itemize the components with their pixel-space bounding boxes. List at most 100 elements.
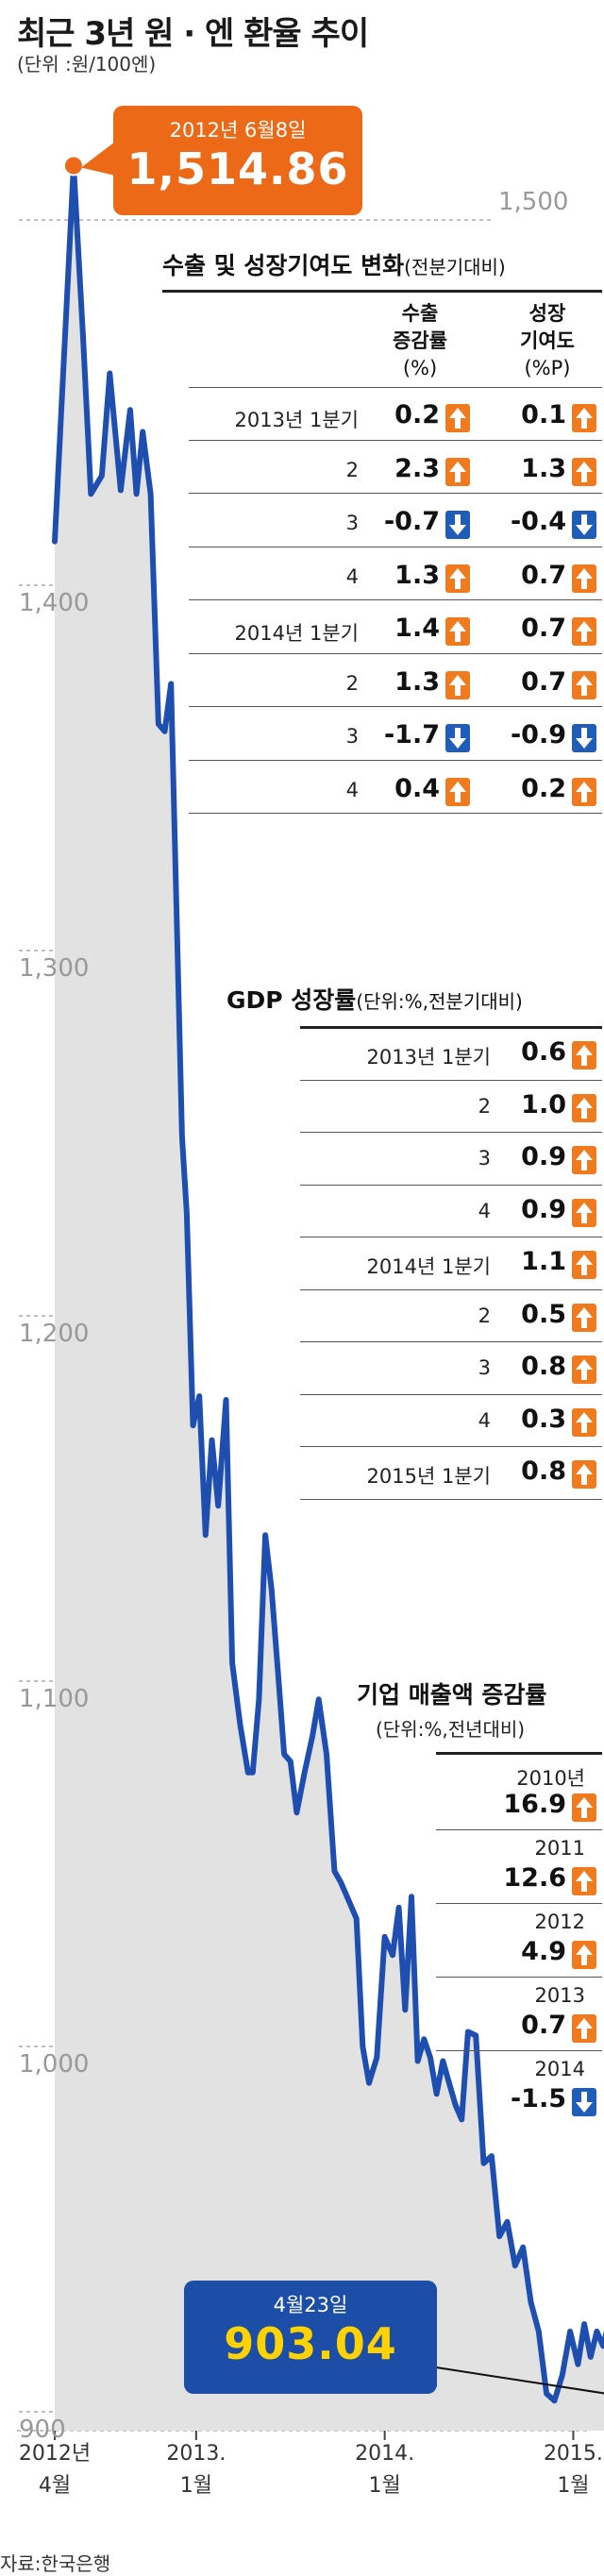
arrow-up-icon: [445, 564, 470, 593]
row-value: 1.3: [394, 666, 440, 697]
arrow-up-icon: [572, 1867, 596, 1895]
table-row-divider: [189, 813, 602, 814]
row-value: -0.9: [510, 720, 566, 749]
y-tick-label: 1,300: [19, 954, 90, 983]
row-value: 0.2: [394, 400, 440, 429]
row-label: 2013년 1분기: [234, 409, 359, 431]
table-row-divider: [189, 493, 602, 494]
table-row-divider: [436, 1977, 602, 1978]
high-callout-pointer: [80, 142, 115, 176]
table-row-divider: [189, 652, 602, 654]
arrow-up-icon: [572, 1793, 596, 1822]
row-value: 16.9: [503, 1790, 566, 1819]
export-table-title: 수출 및 성장기여도 변화(전분기대비): [162, 252, 506, 279]
row-value: -0.7: [383, 507, 440, 536]
row-label: 2012: [534, 1911, 585, 1933]
arrow-up-icon: [572, 564, 596, 593]
arrow-down-icon: [572, 724, 596, 752]
row-label: 2: [345, 671, 359, 695]
low-callout: 4월23일 903.04: [184, 2281, 437, 2394]
row-label: 4: [345, 778, 359, 801]
high-callout-date: 2012년 6월8일: [169, 119, 307, 142]
table-row-divider: [189, 706, 602, 707]
row-label: 2014년 1분기: [366, 1255, 491, 1278]
arrow-up-icon: [572, 617, 596, 646]
row-value: 1.4: [394, 614, 440, 643]
row-label: 4: [345, 564, 359, 588]
row-value: 0.7: [521, 666, 566, 697]
table-row-divider: [300, 1132, 602, 1133]
row-value: 1.3: [394, 560, 440, 590]
row-value: -1.5: [510, 2084, 566, 2113]
row-value: 1.0: [521, 1089, 566, 1120]
row-label: 2: [478, 1094, 491, 1118]
table-row-divider: [300, 1184, 602, 1186]
row-value: 1.3: [521, 453, 566, 483]
series-area-fill: [55, 165, 604, 2431]
high-callout: 2012년 6월8일 1,514.86: [113, 106, 362, 215]
row-value: 0.7: [521, 560, 566, 590]
row-value: 4.9: [521, 1937, 566, 1966]
x-tick-label: 2013. 1월: [166, 2442, 226, 2498]
row-label: 3: [345, 512, 359, 534]
table-row-divider: [300, 1079, 602, 1081]
arrow-down-icon: [445, 511, 470, 539]
table-row-divider: [189, 387, 602, 388]
arrow-up-icon: [445, 777, 470, 806]
x-tick-label: 2014. 1월: [355, 2442, 415, 2498]
row-value: 0.3: [521, 1404, 566, 1434]
row-value: 0.6: [521, 1037, 566, 1067]
arrow-up-icon: [572, 1355, 596, 1384]
table-row-divider: [189, 439, 602, 441]
row-label: 2015년 1분기: [366, 1465, 491, 1488]
row-label: 4: [478, 1408, 491, 1432]
row-value: 0.8: [521, 1352, 566, 1381]
row-label: 2014년 1분기: [234, 622, 359, 645]
arrow-up-icon: [445, 457, 470, 486]
row-label: 2: [345, 458, 359, 481]
low-callout-date: 4월23일: [273, 2294, 348, 2316]
row-value: -1.7: [383, 720, 440, 749]
row-value: 0.4: [394, 773, 440, 803]
arrow-up-icon: [572, 1941, 596, 1969]
high-callout-value: 1,514.86: [126, 143, 349, 194]
arrow-up-icon: [572, 457, 596, 486]
row-value: 0.9: [521, 1142, 566, 1171]
arrow-up-icon: [572, 1041, 596, 1069]
arrow-up-icon: [572, 1303, 596, 1332]
chart-title: 최근 3년 원 · 엔 환율 추이: [17, 15, 369, 53]
row-label: 2: [478, 1304, 491, 1327]
arrow-up-icon: [572, 1407, 596, 1437]
gdp-table-title: GDP 성장률(단위:%,전분기대비): [226, 986, 523, 1014]
x-tick-label: 2015. 1월: [543, 2442, 603, 2498]
arrow-up-icon: [445, 404, 470, 432]
row-value: 12.6: [503, 1863, 566, 1893]
y-tick-label: 1,000: [19, 2050, 90, 2079]
arrow-up-icon: [572, 2014, 596, 2043]
table-row-divider: [436, 1829, 602, 1830]
table-row-divider: [300, 1498, 602, 1500]
row-value: 0.9: [521, 1194, 566, 1224]
row-label: 3: [478, 1356, 491, 1379]
row-label: 2013년 1분기: [366, 1046, 491, 1069]
chart-markers: [62, 155, 84, 177]
table-row-divider: [189, 759, 602, 761]
source-note: 자료:한국은행: [0, 2552, 111, 2575]
row-value: 0.7: [521, 614, 566, 643]
sales-table-title: 기업 매출액 증감률: [357, 1681, 547, 1709]
row-label: 4: [478, 1199, 491, 1222]
table-row-divider: [300, 1341, 602, 1342]
table-row-divider: [300, 1288, 602, 1290]
table-row-divider: [189, 599, 602, 600]
y-tick-label: 1,100: [19, 1685, 90, 1713]
export-col1-header: 수출 증감률 (%): [393, 302, 447, 379]
y-tick-label: 900: [19, 2416, 66, 2444]
unit-note: (단위 :원/100엔): [17, 53, 157, 76]
high-point-marker: [62, 155, 84, 177]
row-value: 0.8: [521, 1456, 566, 1486]
series-line: [52, 162, 604, 2404]
row-value: 0.2: [521, 773, 566, 803]
row-value: 2.3: [394, 453, 440, 483]
table-row-divider: [436, 1903, 602, 1904]
export-col2-header: 성장 기여도 (%P): [520, 302, 575, 379]
